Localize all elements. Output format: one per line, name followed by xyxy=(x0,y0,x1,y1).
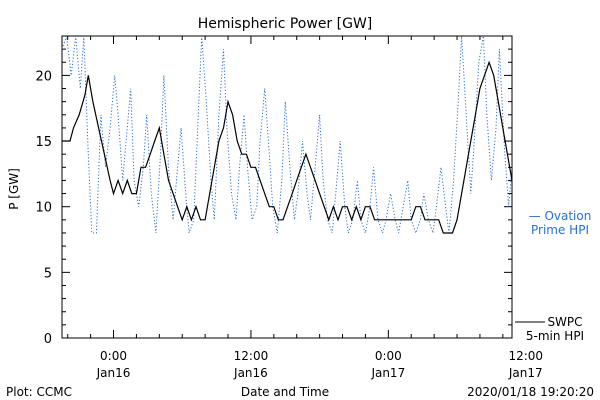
x-axis-ticks: 0:00Jan1612:00Jan160:00Jan1712:00Jan170:… xyxy=(67,36,543,380)
y-tick-label: 0 xyxy=(44,332,52,347)
x-tick-date: Jan17 xyxy=(508,366,543,380)
series-ovation-prime-line xyxy=(62,36,512,235)
y-axis-ticks: 0 5 10 15 20 xyxy=(35,35,512,347)
y-tick-label: 5 xyxy=(44,266,52,281)
x-axis-label: Date and Time xyxy=(241,385,329,399)
x-tick-time: 12:00 xyxy=(234,349,269,363)
y-axis-label: P [GW] xyxy=(7,168,21,210)
legend-ovation-line2: Prime HPI xyxy=(531,223,589,237)
y-tick-label: 20 xyxy=(35,69,52,84)
legend-ovation-line1: — Ovation xyxy=(529,209,592,223)
footer-timestamp: 2020/01/18 19:20:20 xyxy=(467,385,594,399)
chart-title: Hemispheric Power [GW] xyxy=(198,16,373,32)
series-swpc-line xyxy=(62,60,512,234)
x-tick-time: 12:00 xyxy=(508,349,543,363)
x-tick-time: 0:00 xyxy=(100,349,127,363)
plot-frame xyxy=(61,35,513,339)
y-tick-label: 15 xyxy=(35,135,52,150)
footer-plot-credit: Plot: CCMC xyxy=(6,385,72,399)
x-tick-date: Jan16 xyxy=(233,366,268,380)
legend: — Ovation Prime HPI SWPC 5-min HPI xyxy=(515,209,591,343)
legend-swpc-line2: 5-min HPI xyxy=(526,329,584,343)
y-tick-label: 10 xyxy=(35,201,52,216)
x-tick-date: Jan17 xyxy=(370,366,405,380)
x-tick-date: Jan16 xyxy=(96,366,131,380)
legend-swpc-line1: SWPC xyxy=(547,315,582,329)
series-layer xyxy=(62,36,512,235)
x-tick-time: 0:00 xyxy=(375,349,402,363)
